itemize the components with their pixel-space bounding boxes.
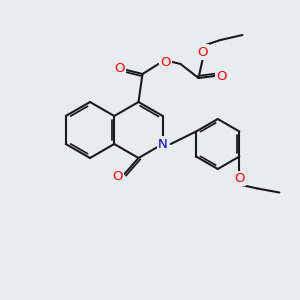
Text: O: O bbox=[114, 62, 125, 76]
Text: O: O bbox=[234, 172, 244, 185]
Text: O: O bbox=[160, 56, 171, 68]
Text: O: O bbox=[197, 46, 208, 59]
Text: O: O bbox=[216, 70, 227, 83]
Text: O: O bbox=[112, 169, 123, 182]
Text: N: N bbox=[158, 137, 168, 151]
